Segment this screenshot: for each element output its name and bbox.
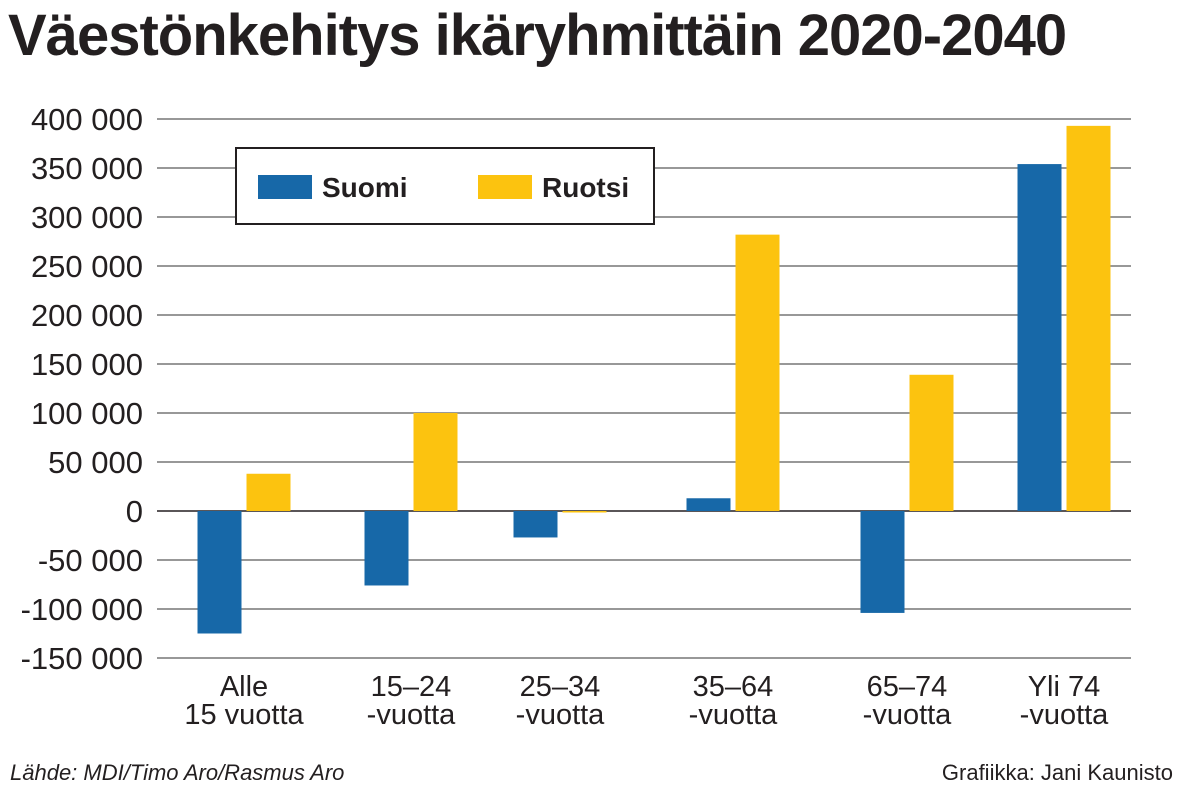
y-tick-label: 50 000 bbox=[48, 445, 143, 480]
x-tick-label: 25–34 bbox=[520, 671, 601, 703]
y-tick-label: 250 000 bbox=[31, 249, 143, 284]
legend-swatch-ruotsi bbox=[478, 175, 532, 199]
y-tick-label: -100 000 bbox=[21, 592, 143, 627]
x-tick-label: Yli 74 bbox=[1028, 671, 1101, 703]
source-note: Lähde: MDI/Timo Aro/Rasmus Aro bbox=[10, 760, 345, 785]
bar-suomi-5 bbox=[1017, 164, 1062, 511]
legend-label-suomi: Suomi bbox=[322, 172, 408, 203]
bar-ruotsi-3 bbox=[735, 234, 780, 511]
x-tick-label: 65–74 bbox=[867, 671, 948, 703]
y-tick-label: -50 000 bbox=[38, 543, 143, 578]
x-tick-label: -vuotta bbox=[516, 699, 606, 731]
legend: Suomi Ruotsi bbox=[235, 147, 655, 225]
graphics-credit: Grafiikka: Jani Kaunisto bbox=[941, 760, 1173, 785]
legend-swatch-suomi bbox=[258, 175, 312, 199]
y-tick-label: 400 000 bbox=[31, 102, 143, 137]
y-tick-label: 0 bbox=[126, 494, 143, 529]
bar-suomi-3 bbox=[686, 498, 731, 511]
bars bbox=[197, 125, 1111, 634]
bar-suomi-1 bbox=[364, 511, 409, 586]
bar-ruotsi-4 bbox=[909, 374, 954, 511]
y-axis-tick-labels: 400 000 350 000 300 000 250 000 200 000 150 0… bbox=[21, 102, 143, 676]
x-tick-label: Alle bbox=[220, 671, 268, 703]
bar-suomi-2 bbox=[513, 511, 558, 538]
x-tick-label: -vuotta bbox=[689, 699, 779, 731]
x-tick-label: 15 vuotta bbox=[184, 699, 304, 731]
bar-suomi-4 bbox=[860, 511, 905, 613]
y-tick-label: 150 000 bbox=[31, 347, 143, 382]
x-tick-label: 35–64 bbox=[693, 671, 774, 703]
x-tick-label: -vuotta bbox=[863, 699, 953, 731]
y-tick-label: 100 000 bbox=[31, 396, 143, 431]
bar-ruotsi-0 bbox=[246, 473, 291, 511]
bar-ruotsi-1 bbox=[413, 413, 458, 511]
y-tick-label: -150 000 bbox=[21, 641, 143, 676]
chart-title: Väestönkehitys ikäryhmittäin 2020-2040 bbox=[8, 3, 1067, 68]
y-tick-label: 350 000 bbox=[31, 151, 143, 186]
bar-ruotsi-5 bbox=[1066, 125, 1111, 512]
x-tick-label: -vuotta bbox=[1020, 699, 1110, 731]
x-tick-label: 15–24 bbox=[371, 671, 452, 703]
y-tick-label: 200 000 bbox=[31, 298, 143, 333]
legend-label-ruotsi: Ruotsi bbox=[542, 172, 629, 203]
bar-ruotsi-2 bbox=[562, 511, 607, 513]
bar-suomi-0 bbox=[197, 511, 242, 634]
x-tick-label: -vuotta bbox=[367, 699, 457, 731]
y-tick-label: 300 000 bbox=[31, 200, 143, 235]
